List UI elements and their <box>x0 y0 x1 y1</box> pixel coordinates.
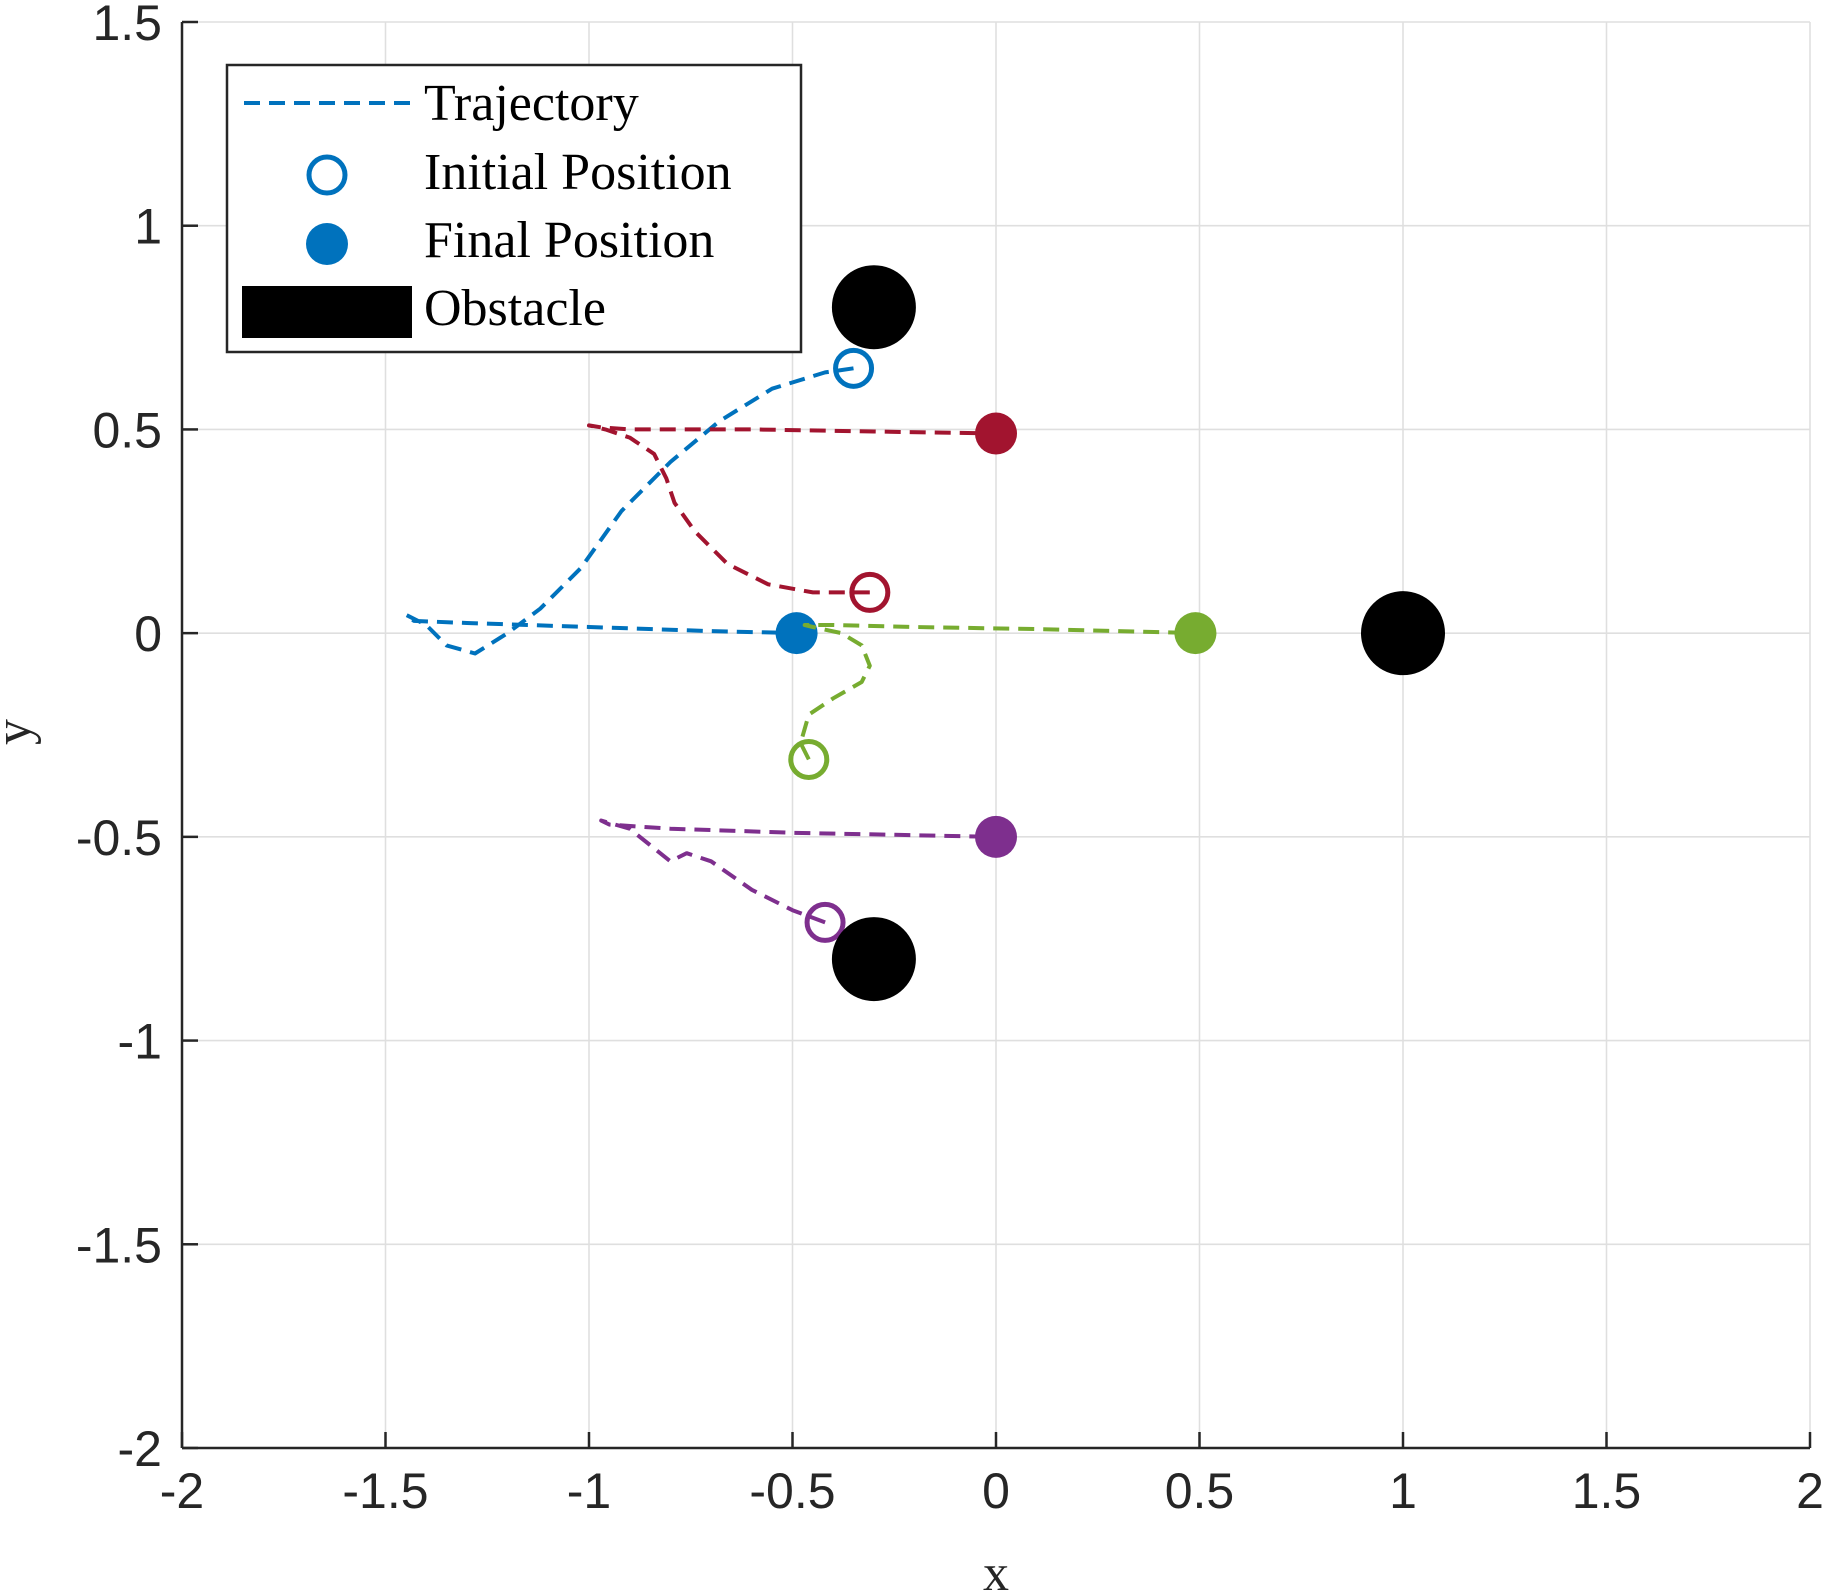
y-tick-label: -1 <box>118 1014 162 1070</box>
obstacle-1 <box>831 265 916 350</box>
tick-labels: -2 -1.5 -1 -0.5 0 0.5 1 1.5 2 -2 -1.5 -1 -0.5 0 0.5 1 1.… <box>76 0 1824 1519</box>
x-tick-label: 0.5 <box>1165 1463 1235 1519</box>
legend-obstacle-label: Obstacle <box>424 280 606 337</box>
legend-initial-position-label: Initial Position <box>424 144 732 201</box>
series-layer <box>403 347 1217 943</box>
final-position-marker-3 <box>1174 612 1217 655</box>
legend-final-position-swatch <box>306 223 348 265</box>
x-tick-label: 2 <box>1796 1463 1824 1519</box>
obstacle-3 <box>831 917 916 1002</box>
x-tick-label: 1 <box>1389 1463 1417 1519</box>
initial-position-marker-3 <box>788 738 830 780</box>
initial-position-marker-1 <box>833 347 875 389</box>
y-tick-label: 1 <box>134 199 162 255</box>
y-tick-label: 0 <box>134 606 162 662</box>
legend-trajectory-label: Trajectory <box>424 75 639 132</box>
final-position-marker-2 <box>975 412 1017 455</box>
y-axis-label: y <box>0 719 42 745</box>
legend-obstacle-swatch <box>242 286 412 338</box>
legend-final-position-label: Final Position <box>424 212 714 269</box>
trajectory-line-4 <box>599 818 997 925</box>
x-tick-label: -2 <box>160 1463 204 1519</box>
x-tick-label: 0 <box>982 1463 1010 1519</box>
final-position-marker-4 <box>975 815 1017 858</box>
x-tick-label: -1 <box>567 1463 611 1519</box>
final-position-marker-1 <box>775 612 818 655</box>
obstacle-layer <box>831 265 1445 1002</box>
y-tick-label: -1.5 <box>76 1217 162 1273</box>
initial-position-marker-4 <box>804 901 846 943</box>
obstacle-2 <box>1361 591 1445 676</box>
y-tick-label: -0.5 <box>76 810 162 866</box>
x-tick-label: 1.5 <box>1572 1463 1642 1519</box>
trajectory-line-1 <box>403 366 854 656</box>
initial-position-marker-2 <box>849 571 891 613</box>
y-tick-label: -2 <box>118 1421 162 1477</box>
axes <box>180 20 1812 1450</box>
trajectory-line-3 <box>798 623 1196 761</box>
legend-initial-position-swatch <box>306 154 348 196</box>
x-tick-label: -1.5 <box>342 1463 428 1519</box>
y-tick-label: 0.5 <box>92 402 162 458</box>
x-axis-label: x <box>983 1545 1009 1593</box>
legend: Trajectory Initial Position Final Positi… <box>225 63 803 354</box>
y-tick-label: 1.5 <box>92 0 162 51</box>
trajectory-line-2 <box>587 423 997 595</box>
x-tick-label: -0.5 <box>749 1463 835 1519</box>
